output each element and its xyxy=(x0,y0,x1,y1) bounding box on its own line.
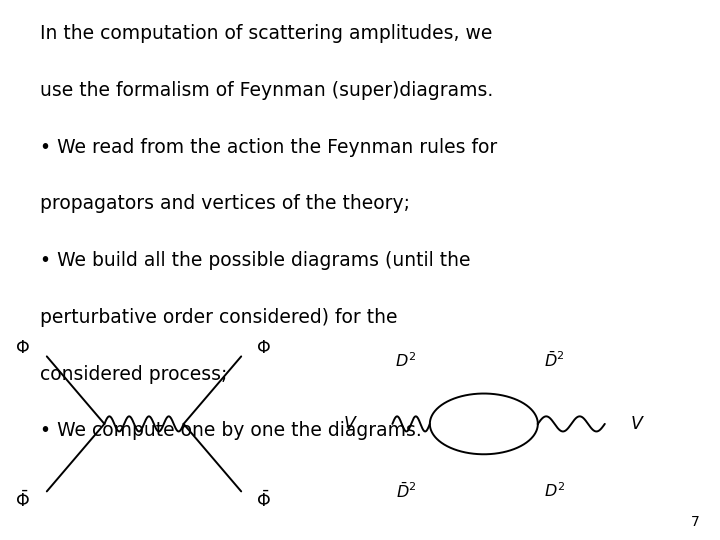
Text: $D^2$: $D^2$ xyxy=(544,482,565,501)
Text: $\bar{D}^2$: $\bar{D}^2$ xyxy=(544,350,564,370)
Text: $\bar{D}^2$: $\bar{D}^2$ xyxy=(396,482,416,501)
Text: $\Phi$: $\Phi$ xyxy=(16,339,30,357)
Text: $\Phi$: $\Phi$ xyxy=(256,339,270,357)
Text: $\bar{\Phi}$: $\bar{\Phi}$ xyxy=(16,491,30,511)
Text: $V$: $V$ xyxy=(630,415,645,433)
Text: • We compute one by one the diagrams.: • We compute one by one the diagrams. xyxy=(40,421,421,440)
Text: • We build all the possible diagrams (until the: • We build all the possible diagrams (un… xyxy=(40,251,470,270)
Text: propagators and vertices of the theory;: propagators and vertices of the theory; xyxy=(40,194,410,213)
Text: • We read from the action the Feynman rules for: • We read from the action the Feynman ru… xyxy=(40,138,497,157)
Text: use the formalism of Feynman (super)diagrams.: use the formalism of Feynman (super)diag… xyxy=(40,81,493,100)
Text: 7: 7 xyxy=(691,515,700,529)
Text: $D^2$: $D^2$ xyxy=(395,351,416,370)
Text: In the computation of scattering amplitudes, we: In the computation of scattering amplitu… xyxy=(40,24,492,43)
Text: considered process;: considered process; xyxy=(40,364,227,383)
Text: $\bar{\Phi}$: $\bar{\Phi}$ xyxy=(256,491,270,511)
Text: $V$: $V$ xyxy=(343,415,358,433)
Text: perturbative order considered) for the: perturbative order considered) for the xyxy=(40,308,397,327)
